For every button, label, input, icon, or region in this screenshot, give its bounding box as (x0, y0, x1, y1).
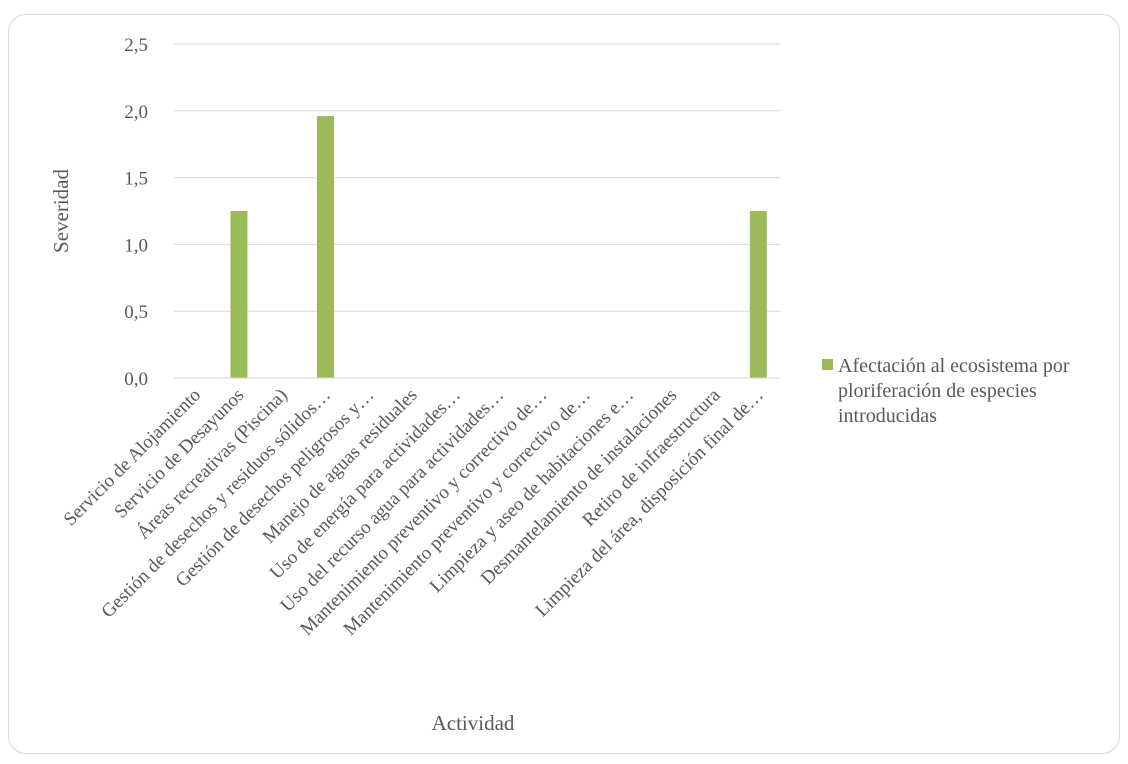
legend-line: Afectación al ecosistema por (838, 355, 1070, 377)
legend-swatch (822, 359, 833, 370)
legend-line: ploriferación de especies (838, 380, 1037, 402)
y-tick-label: 2,5 (124, 35, 148, 56)
legend-entry: Afectación al ecosistema por ploriferació… (838, 355, 1070, 427)
y-axis-ticks: 0,0 0,5 1,0 1,5 2,0 2,5 (124, 35, 148, 390)
legend-line: introducidas (838, 405, 937, 427)
x-axis-title: Actividad (432, 711, 515, 735)
bar (317, 116, 334, 379)
y-axis-title: Severidad (49, 169, 73, 253)
y-tick-label: 1,0 (124, 235, 148, 256)
y-tick-label: 1,5 (124, 169, 148, 190)
legend: Afectación al ecosistema por ploriferació… (822, 355, 1070, 427)
bars (230, 116, 767, 379)
y-tick-label: 0,5 (124, 302, 148, 323)
y-tick-label: 0,0 (124, 369, 148, 390)
gridlines (174, 43, 780, 312)
bar (230, 211, 248, 378)
chart-frame (8, 14, 1120, 754)
y-tick-label: 2,0 (124, 102, 148, 123)
bar (749, 211, 767, 378)
